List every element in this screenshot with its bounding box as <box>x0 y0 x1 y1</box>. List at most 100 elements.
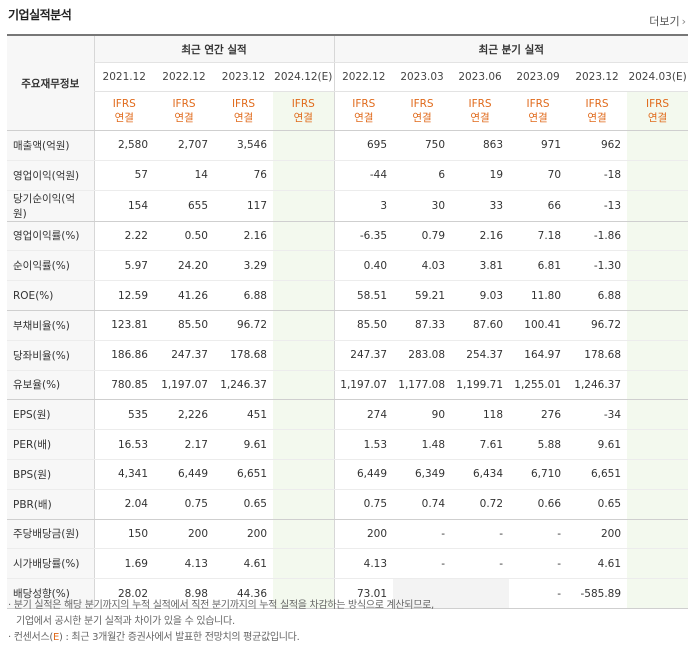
table-cell: 0.65 <box>567 489 628 520</box>
table-cell: -6.35 <box>333 221 394 252</box>
table-cell: 44.36 <box>214 578 273 609</box>
table-cell: 87.60 <box>451 310 510 341</box>
table-cell: 0.40 <box>333 250 394 282</box>
row-label[interactable]: 순이익률(%) <box>7 250 94 282</box>
more-link[interactable]: 더보기 › <box>649 13 686 29</box>
row-label[interactable]: 당좌비율(%) <box>7 340 94 371</box>
row-label[interactable]: 유보율(%) <box>7 370 94 401</box>
table-cell: 6,449 <box>333 459 394 490</box>
table-cell: 200 <box>333 519 394 550</box>
table-cell <box>627 429 689 460</box>
table-cell: 0.75 <box>154 489 214 520</box>
table-cell <box>627 160 689 191</box>
section-title: 기업실적분석 <box>8 8 72 22</box>
table-row: 부채비율(%) 123.81 85.50 96.72 85.50 87.33 87.60 10… <box>7 310 689 341</box>
row-label[interactable]: 당기순이익(억원) <box>7 190 94 222</box>
accounting-standard: IFRS 연결 <box>393 91 452 131</box>
table-cell: 186.86 <box>93 340 154 371</box>
table-cell: 76 <box>214 160 273 191</box>
accounting-standard: IFRS 연결 <box>627 91 689 131</box>
row-label[interactable]: 주당배당금(원) <box>7 519 94 550</box>
table-cell: 100.41 <box>509 310 568 341</box>
row-label[interactable]: ROE(%) <box>7 280 94 311</box>
table-cell <box>627 548 689 580</box>
table-cell: 4.03 <box>393 250 452 282</box>
table-cell: 1.53 <box>333 429 394 460</box>
table-cell: -13 <box>567 190 628 222</box>
table-cell: 4.61 <box>567 548 628 580</box>
table-cell: 535 <box>93 399 154 431</box>
table-cell: 283.08 <box>393 340 452 371</box>
table-cell <box>273 548 335 580</box>
table-cell: 57 <box>93 160 154 191</box>
period-header: 2023.12 <box>214 62 273 92</box>
accounting-standard: IFRS 연결 <box>509 91 568 131</box>
table-cell: 4,341 <box>93 459 154 490</box>
table-row: PBR(배) 2.04 0.75 0.65 0.75 0.74 0.72 0.66 0.65 <box>7 489 689 520</box>
table-cell: 1,246.37 <box>214 370 273 401</box>
row-label[interactable]: 배당성향(%) <box>7 578 94 609</box>
footnote-2-suffix: ) : 최근 3개월간 증권사에서 발표한 전망치의 평균값입니다. <box>59 632 300 643</box>
table-cell: - <box>509 578 568 609</box>
row-header-label: 주요재무정보 <box>7 34 94 131</box>
table-cell: 1,199.71 <box>451 370 510 401</box>
table-cell <box>273 250 335 282</box>
row-label[interactable]: 영업이익(억원) <box>7 160 94 191</box>
table-cell: 6,710 <box>509 459 568 490</box>
table-cell: 750 <box>393 130 452 161</box>
period-header: 2021.12 <box>93 62 154 92</box>
table-cell: 9.61 <box>214 429 273 460</box>
table-cell <box>627 489 689 520</box>
table-cell <box>273 130 335 161</box>
table-cell: 863 <box>451 130 510 161</box>
table-cell: 30 <box>393 190 452 222</box>
table-cell <box>273 489 335 520</box>
table-cell: 2,707 <box>154 130 214 161</box>
row-label[interactable]: 시가배당률(%) <box>7 548 94 580</box>
chevron-right-icon: › <box>681 15 686 28</box>
table-cell: -34 <box>567 399 628 431</box>
table-cell: 41.26 <box>154 280 214 311</box>
table-cell: 2.22 <box>93 221 154 252</box>
table-cell: 6,449 <box>154 459 214 490</box>
period-header: 2023.06 <box>451 62 510 92</box>
row-label[interactable]: EPS(원) <box>7 399 94 431</box>
table-cell: 59.21 <box>393 280 452 311</box>
row-label[interactable]: 부채비율(%) <box>7 310 94 341</box>
table-cell: -585.89 <box>567 578 628 609</box>
table-cell: 123.81 <box>93 310 154 341</box>
table-cell: 9.61 <box>567 429 628 460</box>
table-cell: 85.50 <box>154 310 214 341</box>
table-cell <box>451 578 510 609</box>
table-cell: 6 <box>393 160 452 191</box>
table-cell: 962 <box>567 130 628 161</box>
period-header: 2023.09 <box>509 62 568 92</box>
table-cell <box>273 221 335 252</box>
table-cell: 5.97 <box>93 250 154 282</box>
table-cell: 0.50 <box>154 221 214 252</box>
footnote-1: · 분기 실적은 해당 분기까지의 누적 실적에서 직전 분기까지의 누적 실적… <box>8 600 434 611</box>
table-cell: 178.68 <box>567 340 628 371</box>
table-cell: 8.98 <box>154 578 214 609</box>
row-label[interactable]: PBR(배) <box>7 489 94 520</box>
table-cell <box>627 459 689 490</box>
table-cell: 70 <box>509 160 568 191</box>
table-cell <box>627 578 689 609</box>
table-cell: 1,246.37 <box>567 370 628 401</box>
row-label[interactable]: 영업이익률(%) <box>7 221 94 252</box>
table-cell: 6.88 <box>567 280 628 311</box>
table-cell: 247.37 <box>333 340 394 371</box>
table-cell: 3.29 <box>214 250 273 282</box>
row-label[interactable]: 매출액(억원) <box>7 130 94 161</box>
row-label[interactable]: BPS(원) <box>7 459 94 490</box>
table-cell: 96.72 <box>567 310 628 341</box>
table-cell <box>273 519 335 550</box>
annual-group-header: 최근 연간 실적 <box>93 34 335 63</box>
table-row: 시가배당률(%) 1.69 4.13 4.61 4.13- - -4.61 <box>7 548 689 580</box>
financial-table: 주요재무정보 최근 연간 실적 최근 분기 실적 2021.12 2022.12 2… <box>7 34 689 609</box>
table-cell: - <box>393 519 452 550</box>
table-cell: 7.61 <box>451 429 510 460</box>
row-label[interactable]: PER(배) <box>7 429 94 460</box>
table-cell: 2.16 <box>214 221 273 252</box>
table-row: 당기순이익(억원) 154 655 117 3 30 33 66 -13 <box>7 190 689 222</box>
